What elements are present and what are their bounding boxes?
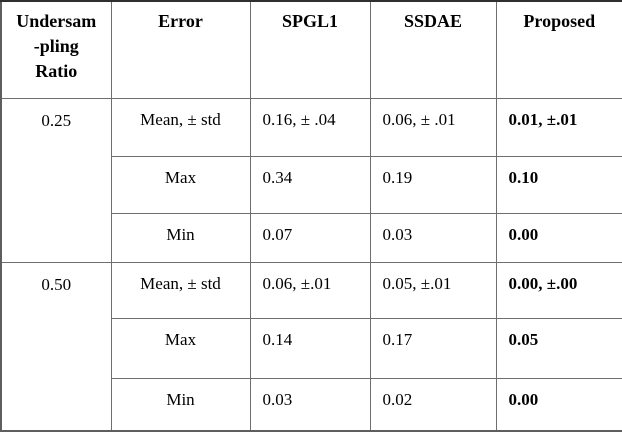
error-type-cell: Mean, ± std bbox=[110, 97, 251, 157]
proposed-value-cell: 0.00 bbox=[495, 377, 622, 432]
spgl1-value-cell: 0.16, ± .04 bbox=[249, 97, 371, 157]
error-type-cell: Min bbox=[110, 377, 251, 432]
table-header-row: Undersam -pling Ratio Error SPGL1 SSDAE … bbox=[0, 0, 622, 99]
proposed-value-cell: 0.10 bbox=[495, 155, 622, 214]
ssdae-value-cell: 0.05, ±.01 bbox=[369, 261, 497, 319]
spgl1-value-cell: 0.06, ±.01 bbox=[249, 261, 371, 319]
header-spgl1: SPGL1 bbox=[249, 0, 371, 99]
error-type-cell: Max bbox=[110, 155, 251, 214]
error-type-cell: Min bbox=[110, 212, 251, 263]
ratio-cell-025: 0.25 bbox=[0, 97, 112, 263]
table-row: 0.25 Mean, ± std 0.16, ± .04 0.06, ± .01… bbox=[0, 97, 622, 263]
proposed-value-cell: 0.01, ±.01 bbox=[495, 97, 622, 157]
table-row: Min 0.03 0.02 0.00 bbox=[1, 377, 622, 432]
ssdae-value-cell: 0.03 bbox=[369, 212, 497, 263]
proposed-value-cell: 0.00, ±.00 bbox=[495, 261, 622, 319]
header-ssdae: SSDAE bbox=[369, 0, 497, 99]
error-type-cell: Max bbox=[110, 317, 251, 379]
header-proposed: Proposed bbox=[495, 0, 622, 99]
table-row: 0.50 Mean, ± std 0.06, ±.01 0.05, ±.01 0… bbox=[0, 261, 622, 432]
proposed-value-cell: 0.05 bbox=[495, 317, 622, 379]
ssdae-value-cell: 0.06, ± .01 bbox=[369, 97, 497, 157]
ssdae-value-cell: 0.19 bbox=[369, 155, 497, 214]
ssdae-value-cell: 0.02 bbox=[369, 377, 497, 432]
spgl1-value-cell: 0.07 bbox=[249, 212, 371, 263]
spgl1-value-cell: 0.03 bbox=[249, 377, 371, 432]
spgl1-value-cell: 0.34 bbox=[249, 155, 371, 214]
header-error: Error bbox=[110, 0, 251, 99]
proposed-value-cell: 0.00 bbox=[495, 212, 622, 263]
ratio-cell-050: 0.50 bbox=[0, 261, 112, 432]
ssdae-value-cell: 0.17 bbox=[369, 317, 497, 379]
error-type-cell: Mean, ± std bbox=[110, 261, 251, 319]
table-row: Max 0.34 0.19 0.10 bbox=[1, 155, 622, 214]
header-undersampling-ratio: Undersam -pling Ratio bbox=[0, 0, 112, 99]
spgl1-value-cell: 0.14 bbox=[249, 317, 371, 379]
